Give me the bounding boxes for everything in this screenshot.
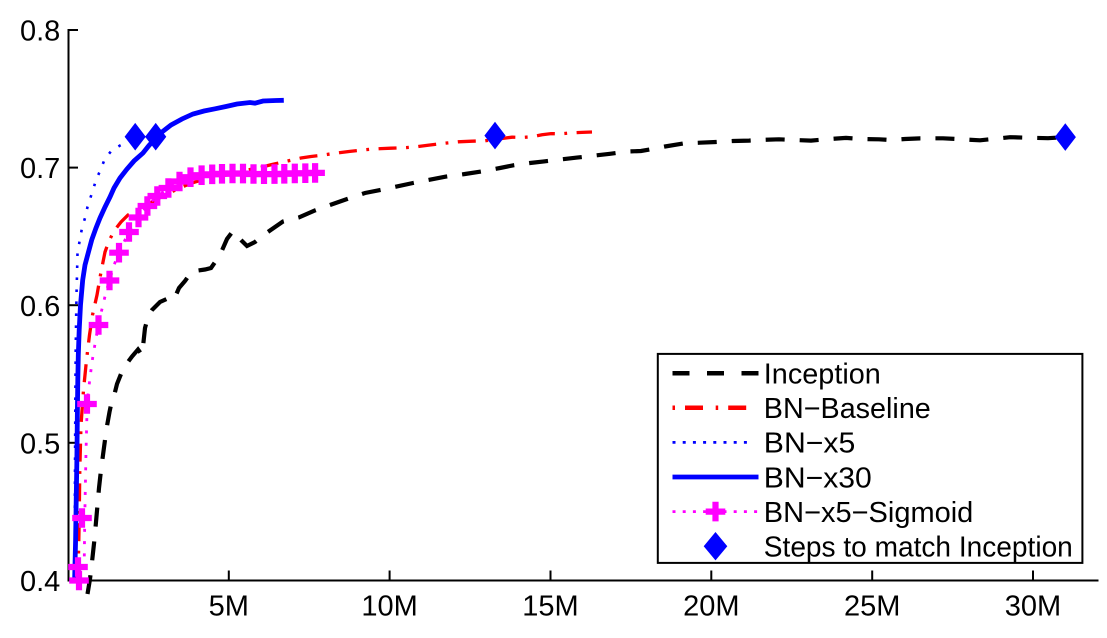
svg-text:Steps to match Inception: Steps to match Inception <box>764 532 1073 564</box>
svg-text:0.8: 0.8 <box>20 16 60 48</box>
svg-text:BN−x30: BN−x30 <box>764 462 872 494</box>
svg-text:25M: 25M <box>844 590 900 622</box>
svg-text:15M: 15M <box>522 590 578 622</box>
svg-text:20M: 20M <box>683 590 739 622</box>
svg-text:0.5: 0.5 <box>20 428 60 460</box>
svg-text:Inception: Inception <box>764 359 881 391</box>
svg-text:30M: 30M <box>1005 590 1061 622</box>
svg-text:10M: 10M <box>361 590 417 622</box>
svg-text:0.7: 0.7 <box>20 153 60 185</box>
svg-text:BN−x5−Sigmoid: BN−x5−Sigmoid <box>764 497 974 529</box>
svg-text:0.4: 0.4 <box>20 566 60 598</box>
svg-text:BN−Baseline: BN−Baseline <box>764 393 931 425</box>
svg-text:0.6: 0.6 <box>20 291 60 323</box>
svg-text:5M: 5M <box>209 590 249 622</box>
svg-text:BN−x5: BN−x5 <box>764 428 856 460</box>
